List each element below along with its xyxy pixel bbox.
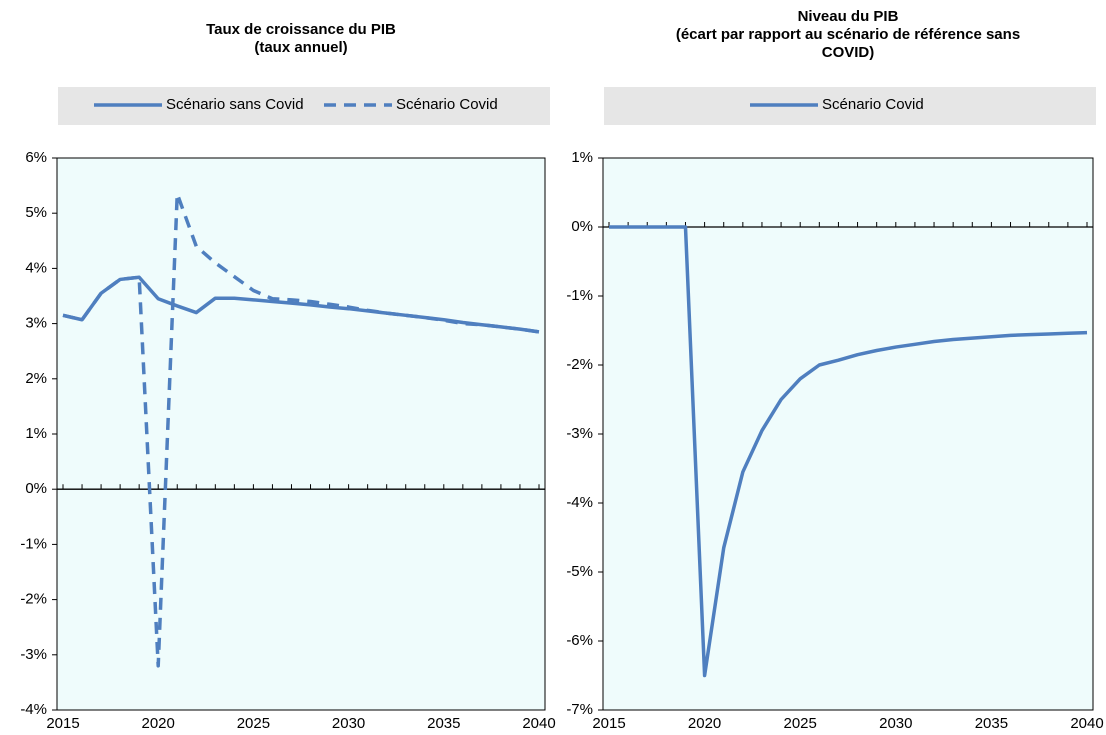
x-tick-label: 2015 [592,715,625,732]
chart-subtitle: (taux annuel) [254,39,347,56]
y-tick-label: 0% [25,480,47,497]
x-tick-label: 2030 [332,715,365,732]
x-tick-label: 2015 [46,715,79,732]
y-tick-label: -2% [566,356,593,373]
y-tick-label: 4% [25,259,47,276]
x-tick-label: 2020 [688,715,721,732]
y-tick-label: -5% [566,563,593,580]
y-tick-label: 1% [571,149,593,166]
y-tick-label: -2% [20,591,47,608]
y-tick-label: -7% [566,701,593,718]
y-tick-label: -3% [566,425,593,442]
y-tick-label: 5% [25,204,47,221]
y-tick-label: -1% [20,535,47,552]
line-series [609,225,1088,678]
chart-subtitle: COVID) [822,44,875,61]
y-tick-label: 3% [25,315,47,332]
plot-area [602,157,1094,711]
x-tick-label: 2040 [1070,715,1103,732]
legend-box [604,87,1096,125]
legend-label: Scénario Covid [396,96,498,113]
x-tick-label: 2040 [522,715,555,732]
plot-area [56,157,546,711]
x-tick-label: 2020 [142,715,175,732]
x-tick-label: 2025 [237,715,270,732]
x-tick-label: 2035 [427,715,460,732]
y-tick-label: -6% [566,632,593,649]
x-tick-label: 2025 [784,715,817,732]
chart-title: Niveau du PIB [798,8,899,25]
y-tick-label: -4% [20,701,47,718]
legend-label: Scénario sans Covid [166,96,304,113]
y-tick-label: -1% [566,287,593,304]
x-tick-label: 2030 [879,715,912,732]
y-tick-label: 6% [25,149,47,166]
line-series [62,275,540,334]
chart-title: Taux de croissance du PIB [206,21,396,38]
y-tick-label: -4% [566,494,593,511]
x-tick-label: 2035 [975,715,1008,732]
y-tick-label: 1% [25,425,47,442]
y-tick-label: 0% [571,218,593,235]
legend-label: Scénario Covid [822,96,924,113]
y-tick-label: -3% [20,646,47,663]
y-tick-label: 2% [25,370,47,387]
chart-subtitle: (écart par rapport au scénario de référe… [676,26,1020,43]
